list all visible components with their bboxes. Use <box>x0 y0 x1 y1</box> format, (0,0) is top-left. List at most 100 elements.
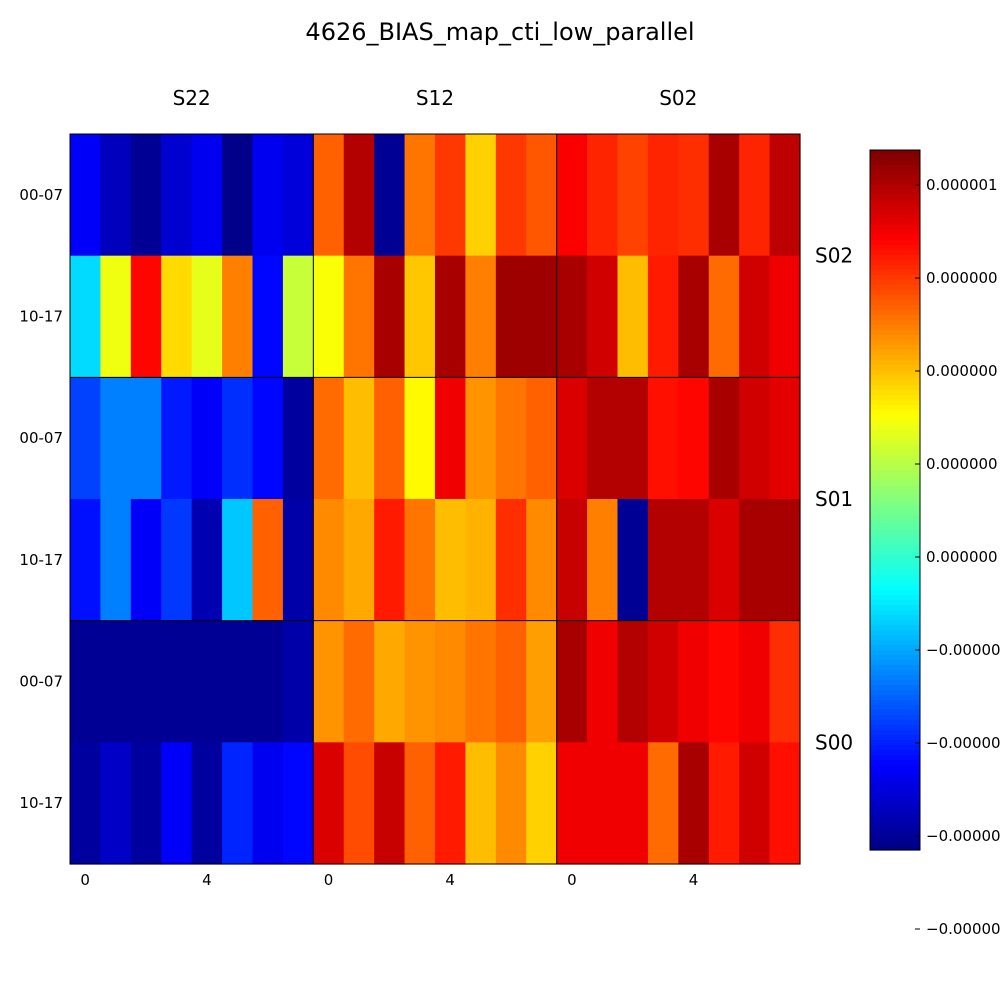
heatmap-cell <box>130 742 162 865</box>
colorbar-band <box>870 735 920 741</box>
colorbar-band <box>870 360 920 366</box>
colorbar-tick-label: −0.00000 <box>926 641 1000 659</box>
heatmap-cell <box>343 377 375 500</box>
colorbar-band <box>870 410 920 416</box>
heatmap-cell <box>678 377 710 500</box>
colorbar-band <box>870 205 920 211</box>
heatmap-cell <box>161 134 193 257</box>
colorbar-band <box>870 300 920 306</box>
colorbar-band <box>870 305 920 311</box>
heatmap-cell <box>587 742 619 865</box>
heatmap-cell <box>465 255 497 378</box>
colorbar-band <box>870 240 920 246</box>
heatmap-cell <box>70 742 102 865</box>
colorbar-band <box>870 405 920 411</box>
colorbar-band <box>870 550 920 556</box>
heatmap-labels: S22 S12 S02S02S01S0000-0710-1700-0710-1700… <box>19 86 853 889</box>
heatmap-cell <box>678 742 710 865</box>
row-tick-label: 10-17 <box>19 308 63 326</box>
heatmap-cell <box>191 377 223 500</box>
colorbar-band <box>870 185 920 191</box>
colorbar-band <box>870 645 920 651</box>
heatmap-cell <box>647 134 679 257</box>
colorbar-band <box>870 800 920 806</box>
heatmap-cell <box>465 377 497 500</box>
x-tick-label: 4 <box>202 871 212 889</box>
colorbar-band <box>870 830 920 836</box>
heatmap-cell <box>647 742 679 865</box>
colorbar-band <box>870 705 920 711</box>
colorbar-band <box>870 805 920 811</box>
heatmap-cell <box>587 134 619 257</box>
colorbar-band <box>870 330 920 336</box>
colorbar-band <box>870 210 920 216</box>
row-tick-label: 00-07 <box>19 186 63 204</box>
heatmap-cell <box>708 255 740 378</box>
heatmap-cell <box>495 255 527 378</box>
colorbar-band <box>870 435 920 441</box>
colorbar-band <box>870 540 920 546</box>
heatmap-cell <box>222 620 254 743</box>
heatmap-cell <box>374 134 406 257</box>
x-tick-label: 0 <box>80 871 90 889</box>
colorbar-band <box>870 450 920 456</box>
heatmap-cell <box>769 742 801 865</box>
colorbar-band <box>870 225 920 231</box>
heatmap-cell <box>526 377 558 500</box>
colorbar-band <box>870 295 920 301</box>
heatmap-cell <box>130 134 162 257</box>
heatmap-cell <box>617 620 649 743</box>
heatmap-cell <box>556 620 588 743</box>
heatmap-cell <box>161 377 193 500</box>
column-panel-label: S22 <box>173 86 211 110</box>
heatmap-cell <box>678 620 710 743</box>
heatmap-cell <box>161 620 193 743</box>
heatmap-cell <box>222 255 254 378</box>
heatmap-cell <box>161 499 193 622</box>
heatmap-cell <box>435 499 467 622</box>
colorbar-tick-label: 0.000001 <box>926 176 998 194</box>
colorbar-tick-label: 0.000000 <box>926 548 998 566</box>
colorbar-border <box>869 149 921 851</box>
heatmap-cell <box>252 499 284 622</box>
colorbar-tick-label: −0.00000 <box>926 734 1000 752</box>
colorbar-band <box>870 555 920 561</box>
colorbar-band <box>870 770 920 776</box>
colorbar-band <box>870 275 920 281</box>
colorbar-band <box>870 375 920 381</box>
heatmap-cell <box>526 134 558 257</box>
heatmap-cell <box>282 255 314 378</box>
heatmap-cell <box>100 134 132 257</box>
colorbar-band <box>870 325 920 331</box>
heatmap-cell <box>647 620 679 743</box>
row-tick-label: 00-07 <box>19 429 63 447</box>
heatmap-cell <box>282 742 314 865</box>
colorbar-band <box>870 655 920 661</box>
colorbar-band <box>870 615 920 621</box>
colorbar-band <box>870 560 920 566</box>
colorbar-band <box>870 545 920 551</box>
colorbar-band <box>870 610 920 616</box>
heatmap-cell <box>282 499 314 622</box>
heatmap-cell <box>313 377 345 500</box>
heatmap-cell <box>191 255 223 378</box>
heatmap-cell <box>191 134 223 257</box>
heatmap-cell <box>495 377 527 500</box>
heatmap-cell <box>313 742 345 865</box>
heatmap-cell <box>222 134 254 257</box>
heatmap-cell <box>130 255 162 378</box>
colorbar-band <box>870 570 920 576</box>
row-tick-label: 10-17 <box>19 551 63 569</box>
heatmap-cell <box>678 255 710 378</box>
colorbar-band <box>870 260 920 266</box>
colorbar-band <box>870 815 920 821</box>
heatmap-cell <box>70 134 102 257</box>
heatmap-cell <box>161 742 193 865</box>
colorbar-band <box>870 725 920 731</box>
x-tick-label: 0 <box>567 871 577 889</box>
colorbar-band <box>870 415 920 421</box>
colorbar-band <box>870 660 920 666</box>
colorbar-band <box>870 230 920 236</box>
colorbar-band <box>870 215 920 221</box>
heatmap-cell <box>100 620 132 743</box>
